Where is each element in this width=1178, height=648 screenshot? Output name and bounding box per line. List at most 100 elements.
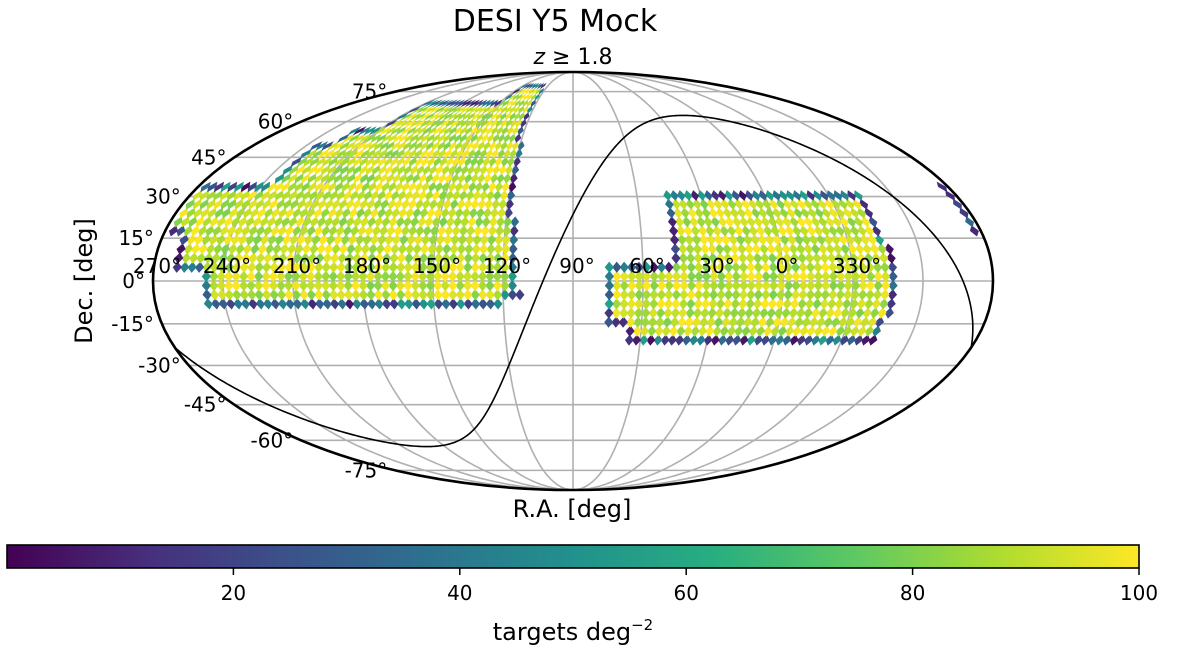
density-cell bbox=[724, 190, 734, 201]
density-cell bbox=[842, 252, 852, 264]
density-cell bbox=[308, 181, 317, 193]
density-cell bbox=[790, 298, 800, 310]
density-cell bbox=[276, 270, 286, 283]
density-cell bbox=[368, 243, 378, 255]
density-cell bbox=[334, 207, 344, 219]
density-cell bbox=[705, 225, 715, 237]
density-cell bbox=[881, 279, 891, 292]
density-cell bbox=[211, 252, 221, 264]
density-cell bbox=[226, 252, 236, 264]
density-cell bbox=[248, 252, 258, 264]
density-cell bbox=[825, 216, 835, 228]
density-cell bbox=[865, 289, 875, 301]
density-cell bbox=[460, 216, 470, 228]
density-cell bbox=[192, 198, 202, 210]
density-cell bbox=[461, 181, 470, 193]
density-cell bbox=[871, 298, 881, 310]
density-cell bbox=[353, 133, 366, 143]
density-cell bbox=[766, 243, 776, 255]
density-cell bbox=[239, 261, 249, 273]
density-cell bbox=[852, 198, 862, 210]
density-cell bbox=[748, 325, 758, 337]
density-cell bbox=[426, 298, 436, 310]
density-cell bbox=[838, 234, 848, 246]
density-cell bbox=[329, 190, 338, 201]
density-cell bbox=[538, 87, 545, 95]
density-cell bbox=[426, 148, 434, 159]
density-cell bbox=[423, 112, 436, 121]
density-cell bbox=[457, 173, 466, 184]
density-cell bbox=[295, 216, 305, 228]
density-cell bbox=[491, 105, 500, 114]
density-cell bbox=[864, 207, 873, 219]
density-cell bbox=[825, 334, 835, 346]
colorbar-tick-label: 40 bbox=[447, 581, 472, 605]
density-cell bbox=[495, 112, 502, 121]
density-cell bbox=[513, 156, 521, 167]
density-cell bbox=[777, 325, 787, 337]
density-cell bbox=[797, 252, 807, 264]
density-cell bbox=[793, 207, 803, 219]
density-cell bbox=[467, 164, 475, 176]
density-cell bbox=[324, 243, 334, 255]
density-cell bbox=[475, 126, 483, 136]
density-cell bbox=[368, 126, 382, 136]
density-cell bbox=[829, 207, 838, 219]
density-cell bbox=[877, 243, 887, 255]
density-cell bbox=[322, 298, 332, 310]
density-cell bbox=[454, 181, 463, 193]
density-cell bbox=[276, 289, 287, 301]
density-cell bbox=[390, 190, 400, 201]
density-cell bbox=[470, 279, 480, 292]
density-cell bbox=[506, 99, 514, 108]
density-cell bbox=[231, 270, 241, 283]
density-cell bbox=[387, 133, 398, 143]
density-cell bbox=[306, 225, 316, 237]
density-cell bbox=[813, 270, 823, 283]
density-cell bbox=[862, 307, 872, 319]
density-cell bbox=[805, 261, 816, 273]
density-cell bbox=[498, 198, 507, 210]
ra-tick-label: 150° bbox=[413, 254, 461, 278]
density-cell bbox=[481, 216, 491, 228]
density-cell bbox=[437, 225, 447, 237]
density-cell bbox=[235, 243, 245, 255]
density-cell bbox=[504, 93, 514, 101]
density-cell bbox=[357, 225, 367, 237]
density-cell bbox=[839, 216, 849, 228]
density-cell bbox=[783, 270, 794, 283]
density-cell bbox=[351, 261, 361, 273]
density-cell bbox=[782, 334, 792, 346]
density-cell bbox=[397, 190, 406, 201]
density-cell bbox=[437, 133, 446, 143]
density-cell bbox=[531, 82, 540, 90]
density-cell bbox=[261, 279, 271, 292]
colorbar bbox=[6, 544, 1140, 569]
density-cell bbox=[505, 164, 513, 176]
density-cell bbox=[471, 243, 481, 255]
density-cell bbox=[367, 298, 377, 310]
density-cell bbox=[404, 190, 413, 201]
density-cell bbox=[627, 279, 637, 292]
density-cell bbox=[444, 225, 454, 237]
density-cell bbox=[718, 216, 727, 228]
density-cell bbox=[311, 234, 321, 246]
density-cell bbox=[692, 307, 703, 319]
density-cell bbox=[865, 261, 875, 273]
density-cell bbox=[379, 126, 392, 136]
density-cell bbox=[729, 243, 739, 255]
density-cell bbox=[459, 126, 467, 136]
density-cell bbox=[619, 307, 629, 319]
density-cell bbox=[490, 119, 497, 128]
density-cell bbox=[660, 334, 670, 346]
density-cell bbox=[748, 198, 757, 210]
density-cell bbox=[433, 289, 443, 301]
density-cell bbox=[404, 252, 414, 264]
density-cell bbox=[248, 298, 258, 310]
density-cell bbox=[813, 279, 823, 292]
density-cell bbox=[340, 234, 350, 246]
density-cell bbox=[288, 181, 297, 193]
density-cell bbox=[493, 252, 503, 264]
density-cell bbox=[715, 307, 725, 319]
density-cell bbox=[813, 190, 822, 201]
